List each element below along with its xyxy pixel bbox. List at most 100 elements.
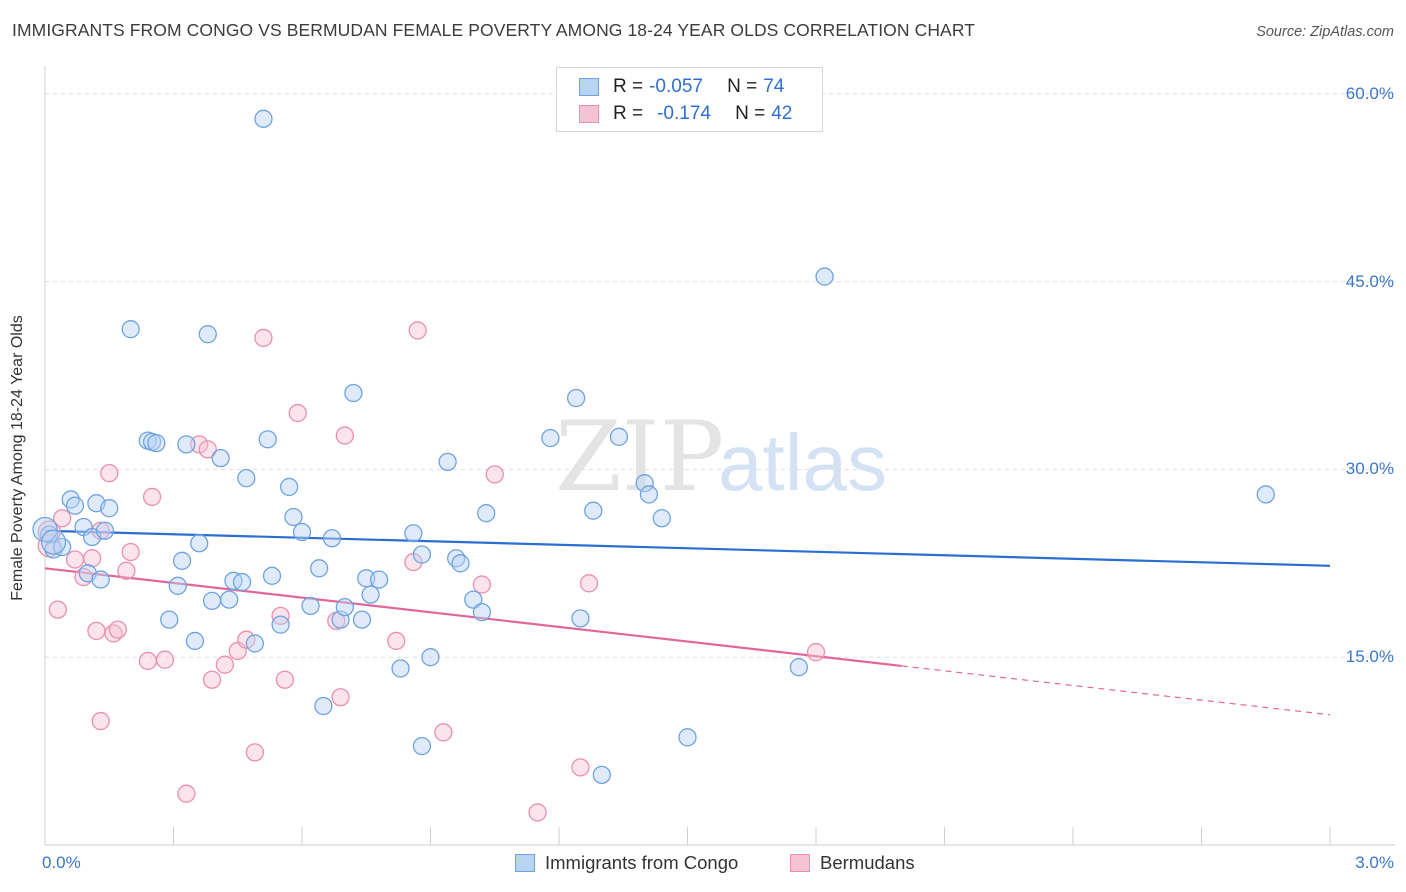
legend-n-label: N = <box>727 76 758 97</box>
x-tick-label: 0.0% <box>42 853 81 872</box>
congo-point <box>609 427 629 446</box>
congo-point <box>309 559 329 578</box>
congo-point <box>32 516 58 543</box>
congo-point <box>147 433 166 453</box>
bermudans-point <box>254 328 273 348</box>
congo-point <box>1256 485 1275 504</box>
bermudans-point <box>485 465 504 484</box>
congo-point <box>391 659 410 678</box>
trend-lines <box>44 529 1331 716</box>
congo-point <box>541 428 560 448</box>
bermudans-point <box>331 688 350 707</box>
bermudans-point <box>87 621 106 641</box>
bermudans-point <box>52 509 72 528</box>
bermudans-trend-extension <box>901 665 1331 716</box>
bermudans-point <box>472 575 492 594</box>
source-label: Source: ZipAtlas.com <box>1256 24 1394 40</box>
congo-point <box>592 765 611 785</box>
congo-point <box>301 596 320 616</box>
bermudans-point <box>528 803 547 822</box>
bermudans-point <box>579 574 599 593</box>
y-tick-label: 15.0% <box>1345 647 1394 667</box>
bottom-legend-swatch-blue <box>515 854 535 872</box>
congo-point <box>584 501 603 520</box>
congo-point <box>815 267 834 286</box>
congo-point <box>220 590 239 609</box>
congo-point <box>211 448 230 468</box>
bermudans-point <box>408 321 427 340</box>
congo-point <box>95 521 115 540</box>
bermudans-point <box>215 655 235 674</box>
congo-point <box>314 696 333 716</box>
congo-point <box>262 566 282 585</box>
congo-point <box>451 554 470 573</box>
congo-point <box>421 648 440 667</box>
congo-point <box>52 537 72 557</box>
series-bermudans <box>37 321 826 822</box>
bottom-legend-congo: Immigrants from Congo <box>515 852 738 874</box>
congo-trend-line <box>44 529 1331 567</box>
congo-point <box>177 435 196 454</box>
congo-point <box>344 383 363 403</box>
series-congo <box>32 109 1275 785</box>
congo-point <box>477 504 496 523</box>
congo-point <box>121 320 140 339</box>
congo-point <box>202 591 222 611</box>
congo-point <box>412 545 432 564</box>
bermudans-point <box>198 440 217 459</box>
bermudans-point <box>190 435 209 454</box>
congo-point <box>412 736 432 756</box>
bermudans-point <box>202 670 222 689</box>
axes <box>44 66 1395 846</box>
bermudans-point <box>142 487 162 507</box>
congo-point <box>160 610 179 629</box>
congo-point <box>258 430 277 449</box>
bermudans-point <box>177 784 196 803</box>
congo-point <box>245 634 265 653</box>
correlation-legend: R = -0.057 N = 74 R = -0.174 N = 42 <box>556 67 823 132</box>
congo-point <box>185 631 205 651</box>
congo-point <box>322 529 342 548</box>
y-tick-label: 45.0% <box>1345 271 1394 291</box>
gridlines <box>45 93 1395 658</box>
congo-point <box>639 485 659 504</box>
congo-point <box>789 658 809 677</box>
congo-point <box>678 728 697 747</box>
congo-point <box>438 452 457 472</box>
legend-swatch-pink <box>579 105 599 123</box>
congo-point <box>361 585 380 604</box>
bermudans-trend-line <box>44 567 902 668</box>
bermudans-point <box>288 403 307 423</box>
bermudans-point <box>65 550 85 569</box>
bermudans-point <box>155 650 175 669</box>
congo-point <box>635 474 654 493</box>
legend-row-bermudans: R = -0.174 N = 42 <box>579 102 792 126</box>
congo-point <box>65 496 85 515</box>
bermudans-point <box>387 631 406 651</box>
bermudans-point <box>275 670 295 689</box>
legend-swatch-blue <box>579 78 599 96</box>
congo-point <box>292 522 312 542</box>
congo-point <box>571 609 590 628</box>
congo-point <box>40 529 67 555</box>
bottom-legend-label: Immigrants from Congo <box>545 852 739 873</box>
bermudans-point <box>100 463 119 483</box>
congo-point <box>172 551 192 570</box>
congo-point <box>279 477 299 497</box>
congo-point <box>284 507 303 527</box>
legend-n-value: 74 <box>763 76 785 97</box>
bermudans-point <box>335 426 354 445</box>
congo-point <box>254 109 273 128</box>
bottom-legend-swatch-pink <box>790 854 810 872</box>
congo-point <box>352 610 372 629</box>
congo-point <box>100 499 119 518</box>
congo-point <box>237 469 256 488</box>
congo-point <box>404 524 423 543</box>
congo-point <box>91 570 110 589</box>
legend-row-congo: R = -0.057 N = 74 <box>579 75 784 99</box>
bottom-legend-label: Bermudans <box>820 852 915 873</box>
congo-point <box>198 325 217 344</box>
bermudans-point <box>121 542 140 562</box>
legend-n-label: N = <box>735 103 766 124</box>
